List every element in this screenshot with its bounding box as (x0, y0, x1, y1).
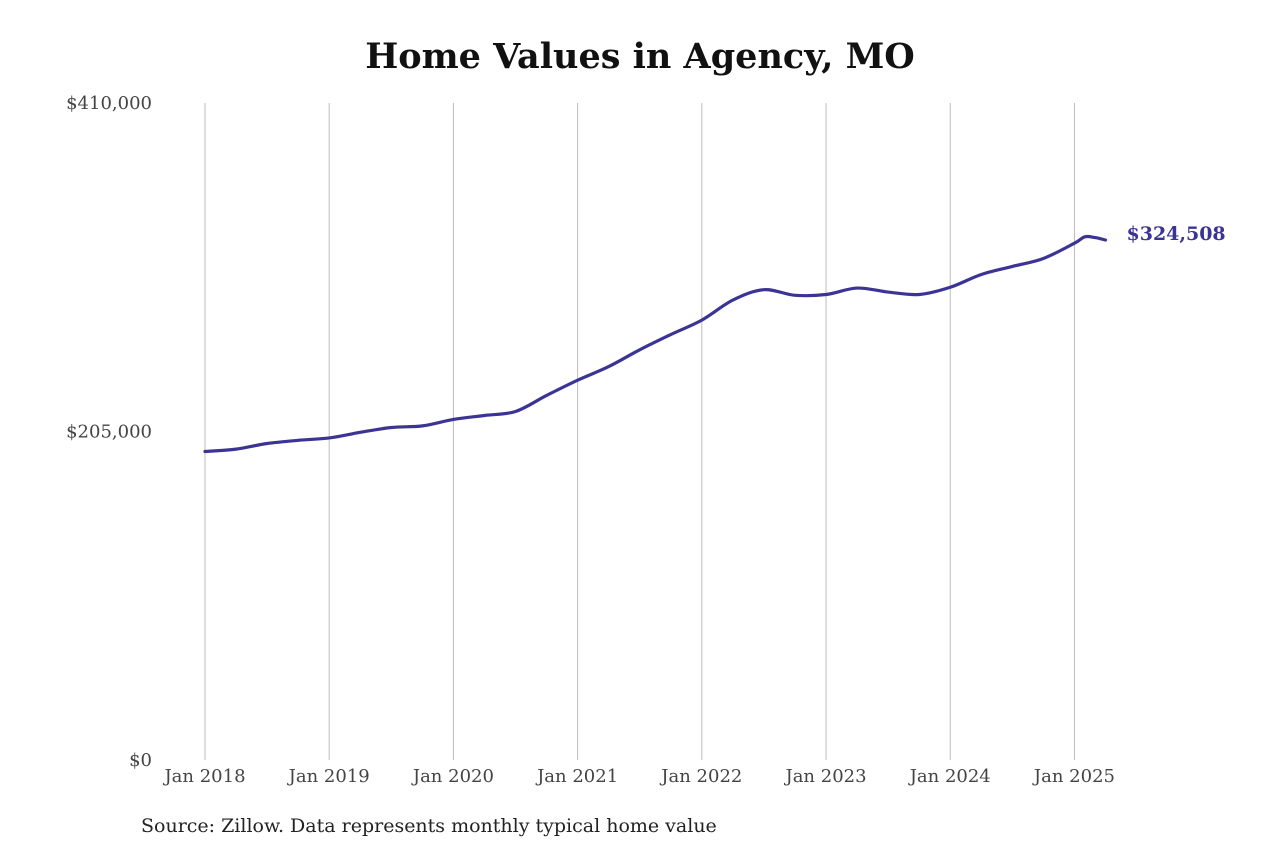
y-tick-label: $0 (129, 750, 152, 771)
chart-title: Home Values in Agency, MO (365, 36, 915, 77)
x-tick-label: Jan 2021 (535, 766, 618, 787)
x-tick-label: Jan 2020 (411, 766, 494, 787)
x-tick-label: Jan 2018 (162, 766, 245, 787)
x-tick-label: Jan 2019 (287, 766, 370, 787)
x-tick-label: Jan 2025 (1032, 766, 1115, 787)
series-line (203, 234, 1108, 454)
x-tick-label: Jan 2022 (659, 766, 742, 787)
end-value-label: $324,508 (1127, 223, 1226, 245)
y-tick-label: $205,000 (66, 422, 152, 443)
x-tick-label: Jan 2024 (908, 766, 991, 787)
x-tick-label: Jan 2023 (783, 766, 866, 787)
y-tick-label: $410,000 (66, 93, 152, 114)
source-note: Source: Zillow. Data represents monthly … (141, 815, 717, 837)
